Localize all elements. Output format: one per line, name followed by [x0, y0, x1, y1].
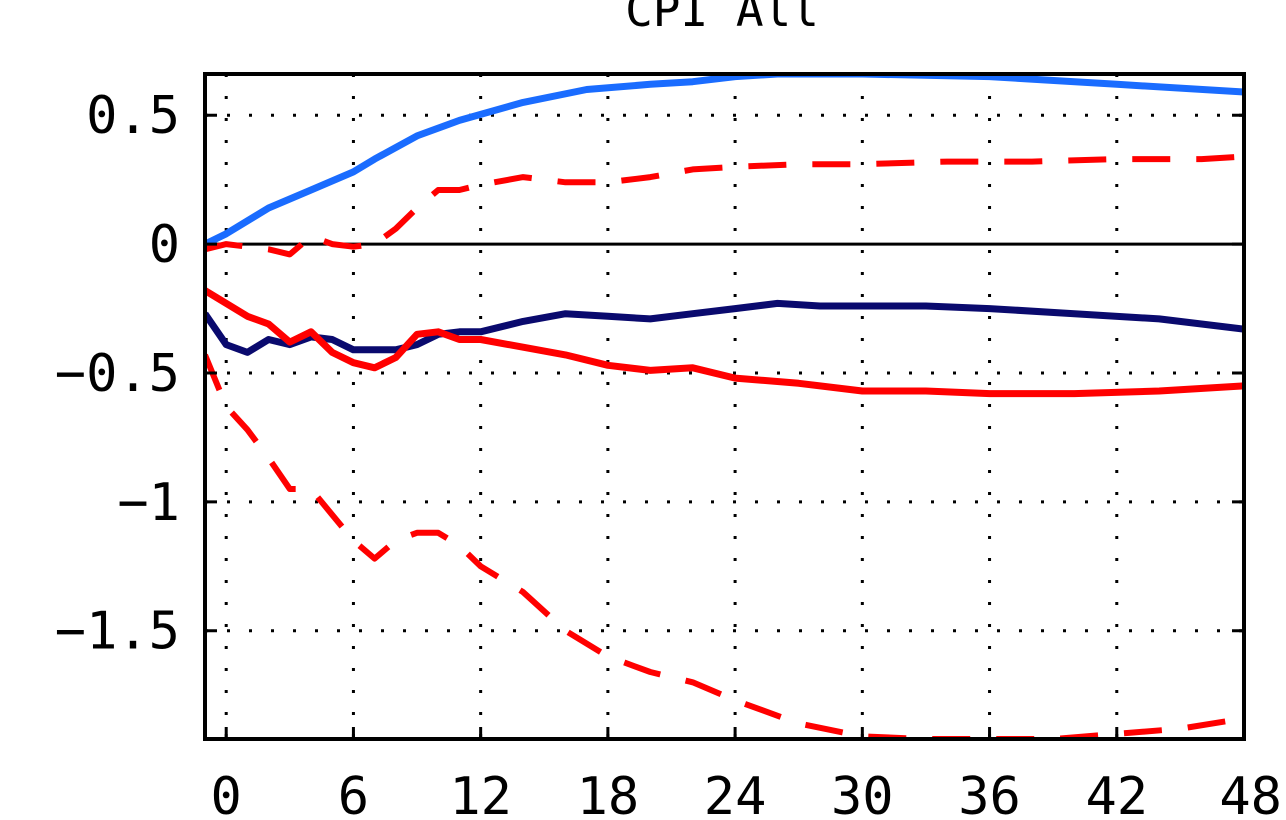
x-tick-label: 18 — [577, 767, 640, 820]
x-tick-label: 6 — [338, 767, 369, 820]
x-tick-label: 48 — [1219, 767, 1282, 820]
x-tick-label: 36 — [958, 767, 1021, 820]
x-axis-ticks: 0 6 12 18 24 30 36 42 48 — [211, 727, 1282, 820]
y-tick-label: 0.5 — [86, 86, 180, 146]
chart-title: CPI All — [625, 0, 819, 37]
series-line-3 — [205, 287, 1244, 398]
x-tick-label: 0 — [211, 767, 242, 820]
x-tick-label: 30 — [831, 767, 894, 820]
y-tick-label: −0.5 — [55, 344, 180, 404]
x-tick-label: 12 — [449, 767, 512, 820]
y-tick-label: −1.5 — [55, 602, 180, 662]
y-tick-label: −1 — [117, 473, 180, 533]
series-layer — [205, 74, 1244, 739]
series-line-2 — [205, 299, 1244, 356]
y-tick-label: 0 — [149, 215, 180, 275]
grid-lines — [205, 74, 1244, 739]
x-tick-label: 24 — [704, 767, 767, 820]
plot-frame — [203, 72, 1246, 741]
x-tick-label: 42 — [1085, 767, 1148, 820]
y-axis-ticks: 0.5 0 −0.5 −1 −1.5 — [55, 86, 1244, 662]
series-line-4 — [205, 153, 1244, 258]
series-line-5 — [205, 353, 1244, 739]
